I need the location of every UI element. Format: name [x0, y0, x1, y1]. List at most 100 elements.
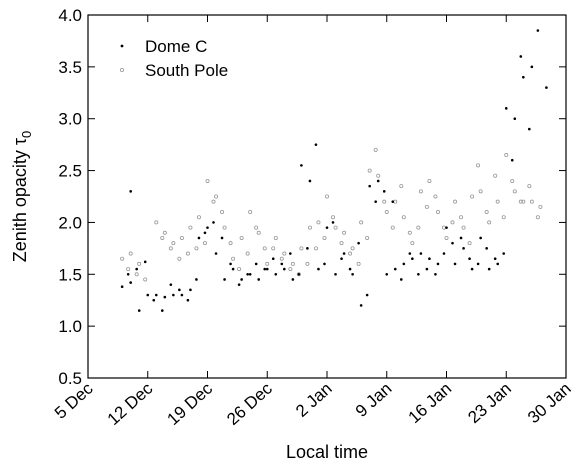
south-pole-point [504, 153, 509, 158]
dome-c-point [126, 272, 130, 276]
dome-c-point [135, 267, 138, 271]
south-pole-point [384, 210, 389, 215]
south-pole-point [168, 246, 173, 251]
dome-c-point [545, 86, 548, 89]
south-pole-point [143, 277, 148, 282]
x-tick-label: 12 Dec [104, 379, 157, 429]
dome-c-point [411, 257, 414, 261]
legend-marker-dome-c [120, 44, 124, 48]
dome-c-point [195, 278, 198, 281]
south-pole-point [399, 184, 404, 189]
dome-c-point [189, 288, 192, 292]
south-pole-point [365, 235, 370, 240]
south-pole-point [476, 163, 481, 168]
dome-c-point [206, 226, 209, 229]
south-pole-point [527, 184, 532, 189]
south-pole-point [196, 215, 201, 220]
dome-c-point [417, 272, 420, 276]
south-pole-point [461, 225, 466, 230]
dome-c-point [237, 283, 241, 286]
south-pole-point [484, 210, 489, 215]
dome-c-point [528, 127, 531, 131]
south-pole-point [279, 256, 284, 261]
south-pole-point [296, 272, 301, 277]
dome-c-point [351, 272, 354, 276]
dome-c-point [265, 267, 269, 271]
south-pole-point [330, 215, 335, 220]
south-pole-point [410, 241, 415, 246]
south-pole-point [529, 199, 534, 204]
x-tick-label: 9 Jan [352, 379, 396, 421]
south-pole-point [450, 220, 455, 225]
dome-c-point [445, 226, 448, 229]
south-pole-point [194, 246, 199, 251]
x-tick-label: 26 Dec [223, 379, 276, 429]
dome-c-point [137, 309, 141, 312]
dome-c-point [274, 272, 278, 276]
dome-c-point [178, 288, 181, 292]
dome-c-point [172, 293, 175, 297]
dome-c-point [428, 257, 431, 261]
south-pole-point [441, 225, 446, 230]
south-pole-point [510, 178, 515, 183]
dome-c-point [257, 278, 261, 281]
south-pole-point [222, 225, 227, 230]
south-pole-point [273, 235, 278, 240]
south-pole-point [501, 215, 506, 220]
legend-label-south-pole: South Pole [145, 61, 228, 80]
dome-c-point [203, 231, 207, 235]
south-pole-point [245, 251, 250, 256]
south-pole-point [282, 251, 287, 256]
x-axis: 5 Dec 12 Dec 19 Dec 26 Dec 2 Jan 9 Jan 16 Jan 2… [51, 15, 575, 429]
dome-c-point [169, 283, 173, 286]
dome-c-point [223, 278, 226, 281]
south-pole-point [162, 230, 167, 235]
y-tick-label: 1.5 [58, 265, 82, 284]
dome-c-point [180, 293, 184, 297]
dome-c-point [487, 267, 491, 271]
dome-c-point [229, 262, 232, 266]
south-pole-point [459, 215, 464, 220]
dome-c-point [468, 257, 471, 261]
south-pole-point [220, 210, 225, 215]
south-pole-point [288, 267, 293, 272]
south-pole-point [316, 220, 321, 225]
south-pole-point [390, 225, 395, 230]
dome-c-point [510, 158, 514, 162]
south-pole-point [154, 220, 159, 225]
y-axis-label-subscript: 0 [19, 131, 34, 138]
dome-c-point [212, 221, 215, 224]
dome-c-point [248, 272, 252, 276]
dome-c-point [536, 29, 540, 32]
dome-c-point [462, 247, 465, 250]
dome-c-point [470, 267, 474, 271]
south-pole-point [305, 261, 310, 266]
y-axis-label-main: Zenith opacity τ [10, 138, 30, 262]
dome-c-point [399, 278, 403, 281]
south-pole-point [313, 246, 318, 251]
south-pole-point [393, 199, 398, 204]
south-pole-point [120, 256, 125, 261]
series-dome-c [120, 29, 548, 312]
dome-c-point [385, 272, 389, 276]
dome-c-point [300, 164, 303, 167]
dome-c-point [376, 179, 380, 183]
dome-c-point [459, 236, 463, 240]
dome-c-point [280, 262, 284, 266]
dome-c-point [331, 221, 335, 224]
south-pole-point [299, 246, 304, 251]
south-pole-point [538, 204, 543, 209]
dome-c-point [451, 241, 454, 245]
dome-c-point [502, 252, 506, 255]
dome-c-point [263, 267, 267, 271]
dome-c-point [129, 281, 132, 284]
dome-c-point [530, 65, 534, 69]
south-pole-point [160, 235, 165, 240]
south-pole-point [382, 199, 387, 204]
dome-c-point [425, 267, 429, 271]
y-tick-label: 1.0 [58, 317, 82, 336]
dome-c-point [357, 241, 360, 245]
x-tick-label: 30 Jan [524, 379, 575, 427]
south-pole-point [171, 241, 176, 246]
dome-c-point [513, 117, 517, 121]
